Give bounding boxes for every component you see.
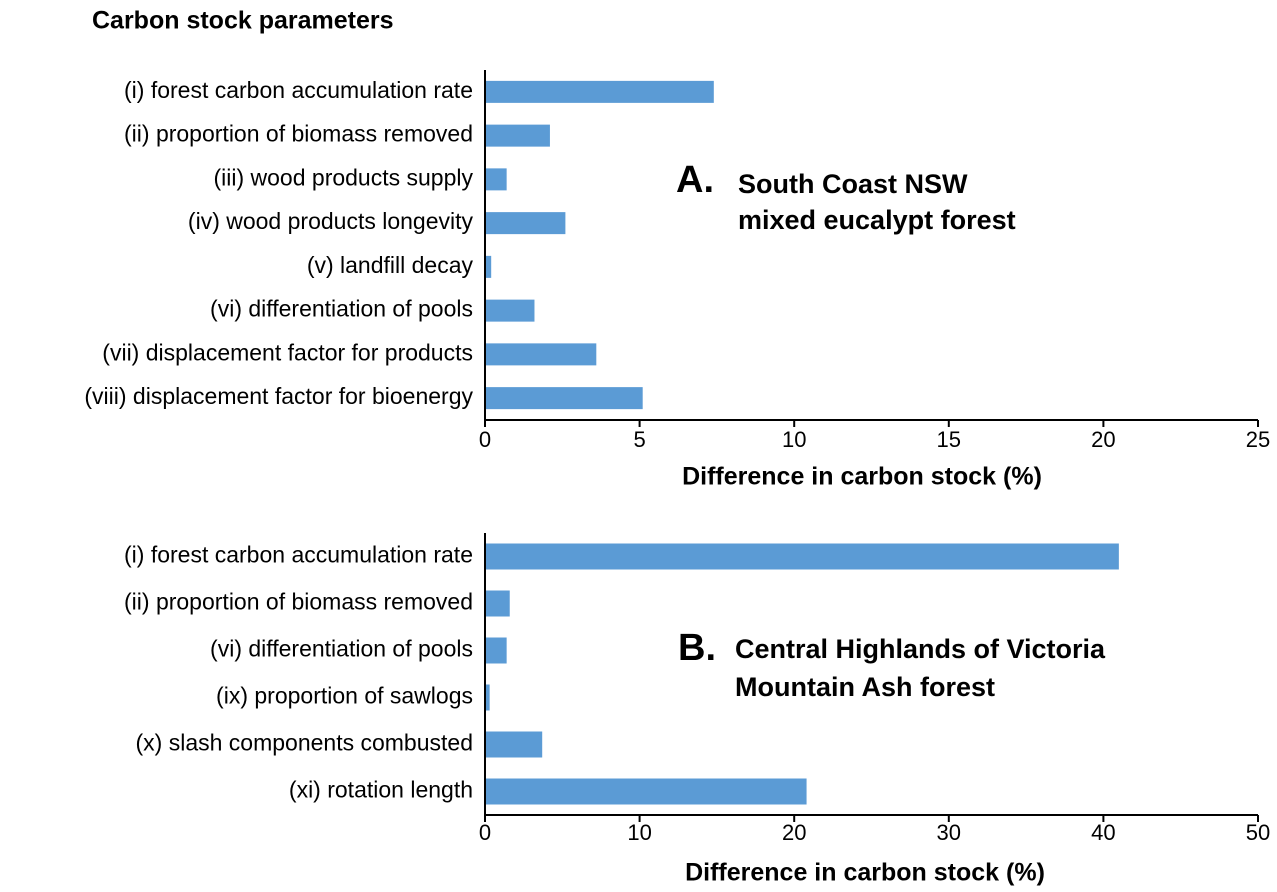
bar [485,778,807,805]
annotation: Central Highlands of Victoria [735,634,1106,664]
bar [485,212,566,235]
bar [485,168,507,191]
x-tick-label: 20 [782,820,806,845]
x-tick-label: 10 [782,427,806,452]
x-tick-label: 5 [633,427,645,452]
bar [485,637,507,664]
x-tick-label: 0 [479,427,491,452]
bar [485,255,492,278]
chart-title: Carbon stock parameters [92,7,394,35]
panel-label: B. [678,627,716,669]
category-label: (xi) rotation length [289,777,473,803]
category-label: (vi) differentiation of pools [210,296,473,322]
x-tick-label: 25 [1246,427,1270,452]
bar [485,80,714,103]
category-label: (i) forest carbon accumulation rate [124,542,473,568]
bar [485,684,490,711]
x-axis-label: Difference in carbon stock (%) [685,859,1045,887]
x-tick-label: 30 [937,820,961,845]
category-label: (vii) displacement factor for products [102,339,473,365]
annotation: mixed eucalypt forest [738,205,1016,235]
bar [485,543,1119,570]
category-label: (x) slash components combusted [136,730,474,756]
bar [485,387,643,410]
annotation: South Coast NSW [738,169,968,199]
panel-label: A. [676,159,714,201]
annotation: Mountain Ash forest [735,672,995,702]
category-label: (ix) proportion of sawlogs [216,683,473,709]
x-tick-label: 50 [1246,820,1270,845]
category-label: (iv) wood products longevity [188,208,474,234]
category-label: (iii) wood products supply [213,164,473,190]
bar [485,590,510,617]
x-tick-label: 20 [1091,427,1115,452]
bar [485,731,543,758]
x-tick-label: 10 [627,820,651,845]
bar [485,124,550,147]
x-tick-label: 40 [1091,820,1115,845]
category-label: (ii) proportion of biomass removed [124,589,473,615]
category-label: (i) forest carbon accumulation rate [124,77,473,103]
x-axis-label: Difference in carbon stock (%) [682,463,1042,491]
category-label: (ii) proportion of biomass removed [124,121,473,147]
category-label: (v) landfill decay [307,252,474,278]
bar [485,343,597,366]
x-tick-label: 0 [479,820,491,845]
x-tick-label: 15 [937,427,961,452]
category-label: (vi) differentiation of pools [210,636,473,662]
bar [485,299,535,322]
category-label: (viii) displacement factor for bioenergy [84,383,473,409]
